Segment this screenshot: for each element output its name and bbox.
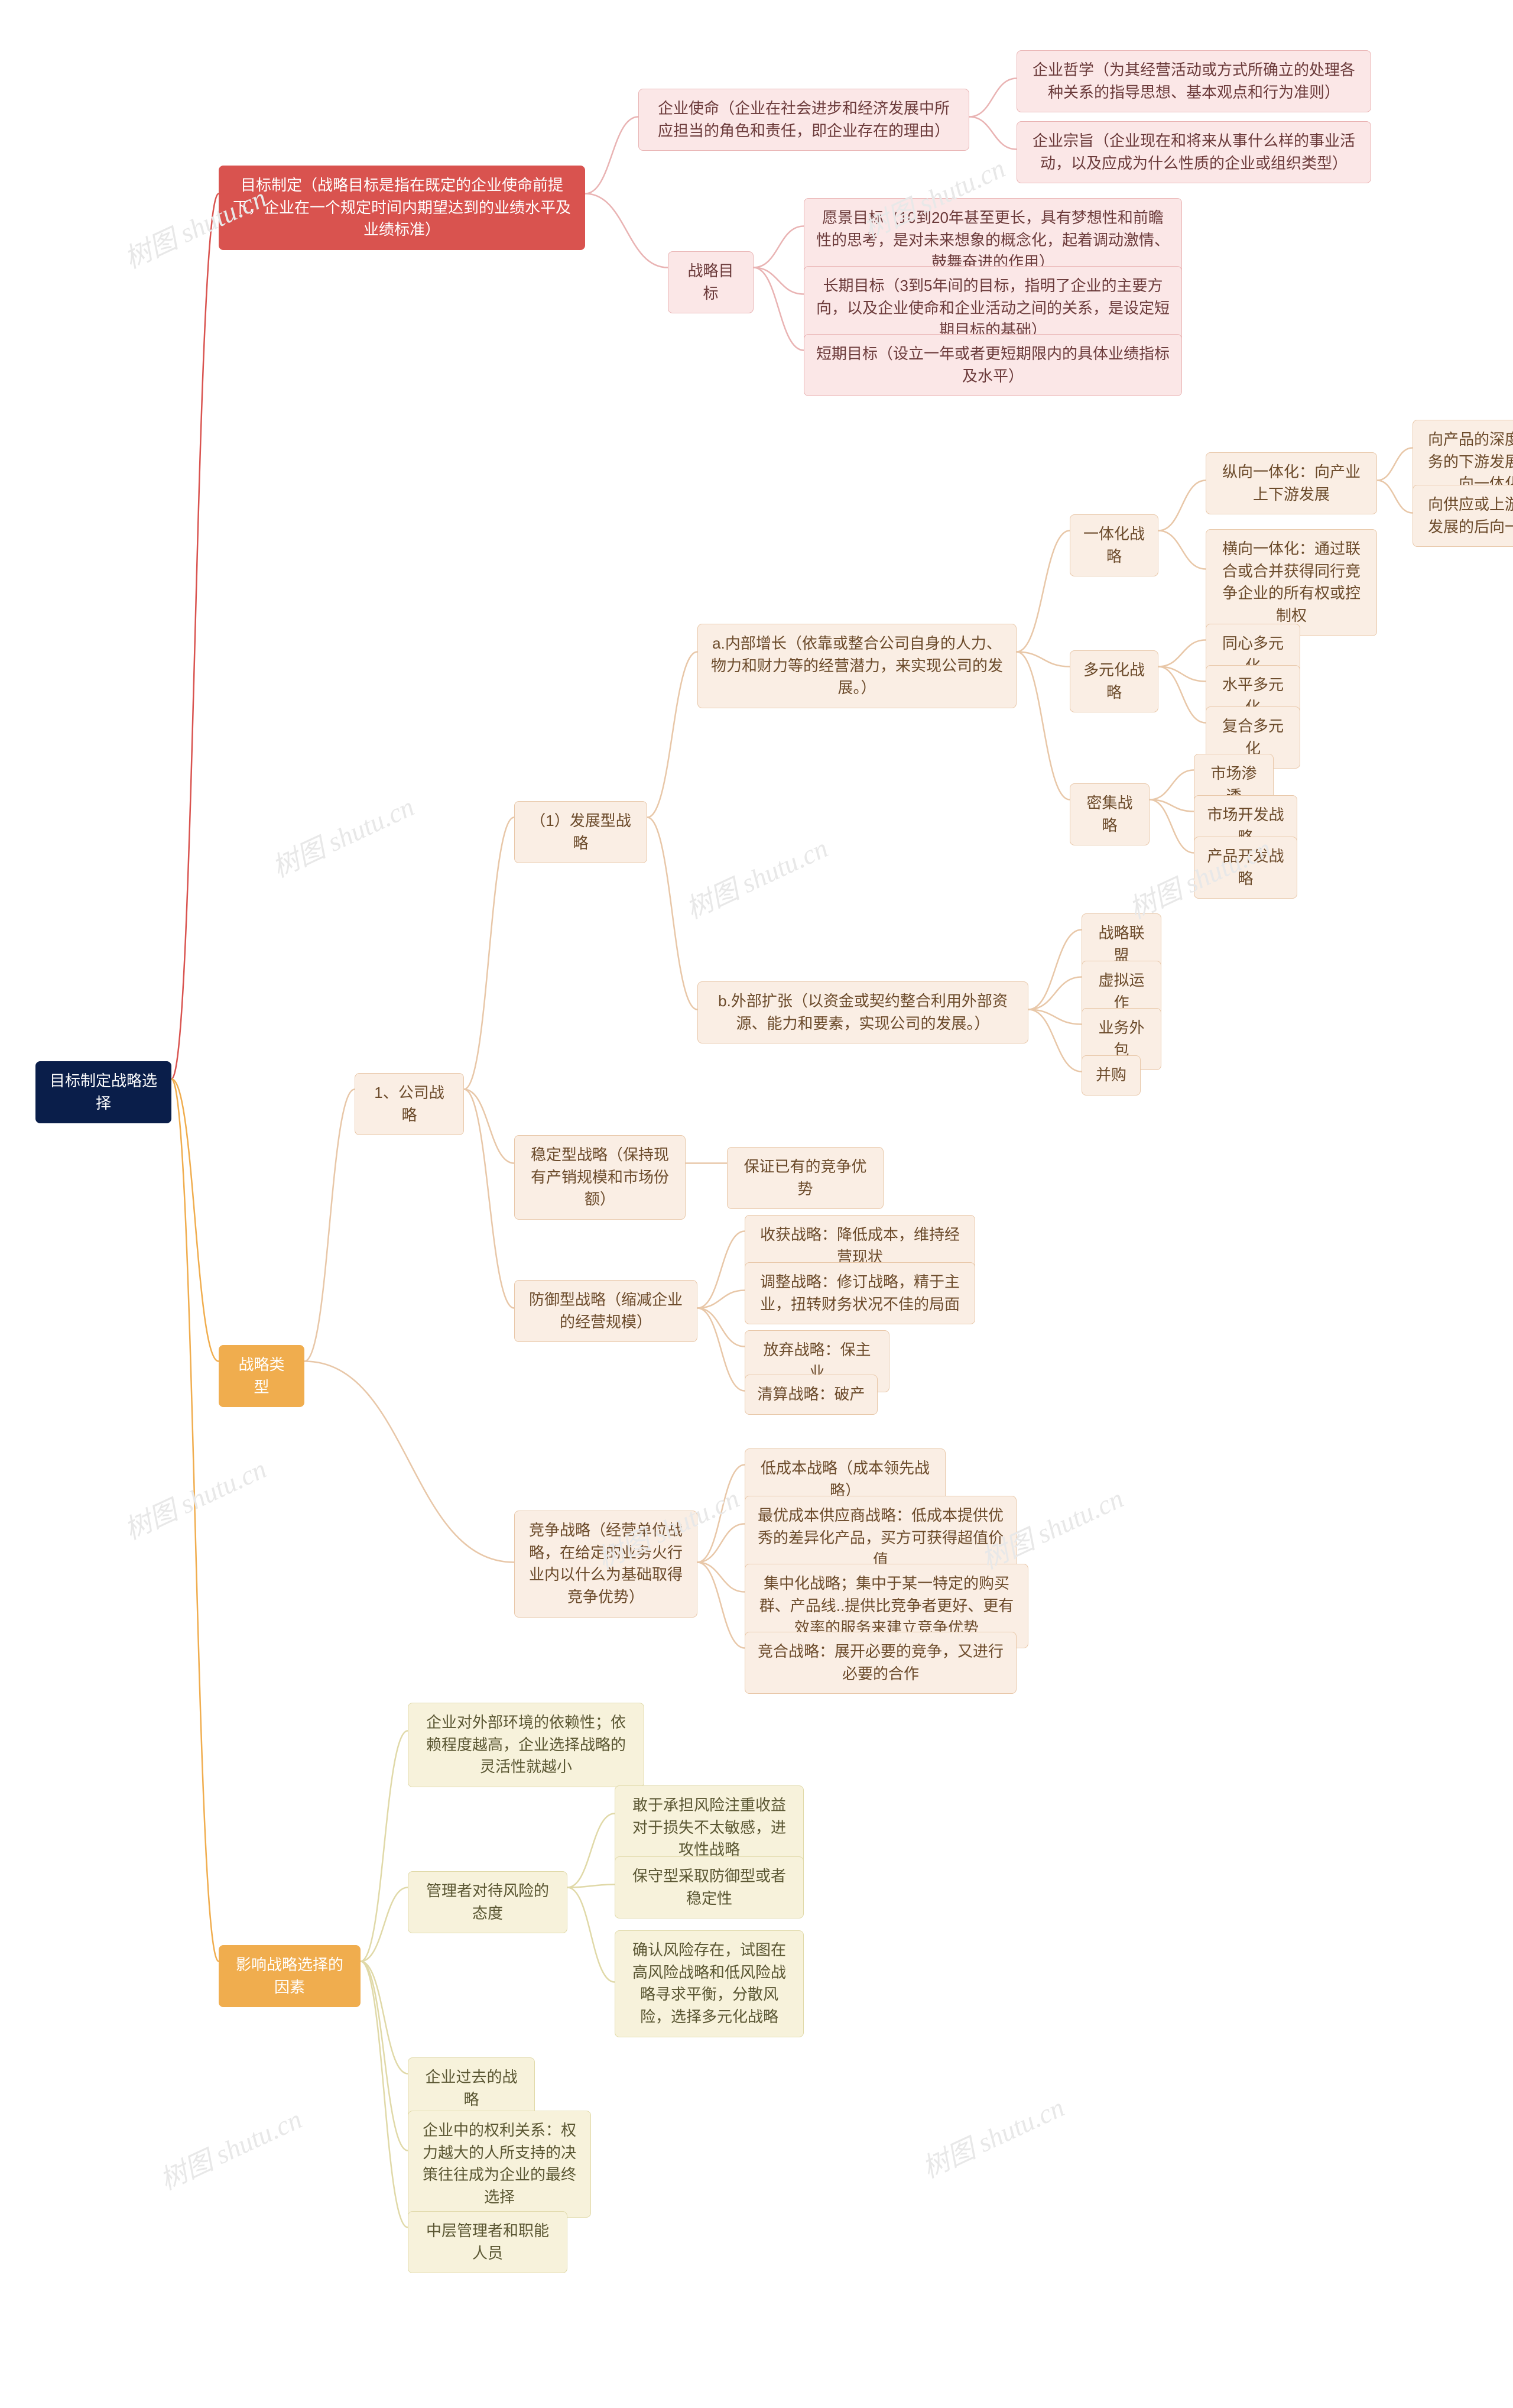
edge-n2a3-def4 <box>697 1308 745 1391</box>
edge-den-den3 <box>1150 800 1194 853</box>
edge-n2b-cmp1 <box>697 1465 745 1563</box>
node-n1a2: 企业宗旨（企业现在和将来从事什么样的事业活动，以及应成为什么性质的企业或组织类型… <box>1017 121 1371 183</box>
node-n1: 目标制定（战略目标是指在既定的企业使命前提下，企业在一个规定时间内期望达到的业绩… <box>219 166 585 250</box>
node-n2b: 竞争战略（经营单位战略，在给定的业务火行业内以什么为基础取得竞争优势） <box>514 1511 697 1618</box>
node-div: 多元化战略 <box>1070 650 1158 712</box>
edge-int1-int1a <box>1377 448 1413 481</box>
edge-n0-n1 <box>171 194 219 1080</box>
edge-n2a1a-int <box>1017 531 1070 652</box>
node-n2: 战略类型 <box>219 1345 304 1407</box>
edge-n0-n2 <box>171 1079 219 1362</box>
edge-n3-f1 <box>361 1731 408 1962</box>
node-n1a1: 企业哲学（为其经营活动或方式所确立的处理各种关系的指导思想、基本观点和行为准则） <box>1017 50 1371 112</box>
edge-n2b-cmp2 <box>697 1524 745 1563</box>
node-n2a3: 防御型战略（缩减企业的经营规模） <box>514 1280 697 1342</box>
node-int2: 横向一体化：通过联合或合并获得同行竞争企业的所有权或控制权 <box>1206 529 1377 636</box>
node-f2: 管理者对待风险的态度 <box>408 1871 567 1933</box>
edge-div-div1 <box>1158 640 1206 667</box>
edge-n2a1b-ext3 <box>1028 1010 1082 1025</box>
edge-n1a-n1a2 <box>969 117 1017 150</box>
edge-n2-n2b <box>304 1362 514 1563</box>
edge-den-den1 <box>1150 770 1194 800</box>
edge-n1-n1a <box>585 117 638 194</box>
node-int1: 纵向一体化：向产业上下游发展 <box>1206 452 1377 514</box>
edge-n2a-n2a3 <box>464 1090 514 1308</box>
edge-n1-n1b <box>585 194 668 268</box>
edge-int1-int1b <box>1377 481 1413 513</box>
edge-n3-f5 <box>361 1962 408 2228</box>
node-def2: 调整战略：修订战略，精于主业，扭转财务状况不佳的局面 <box>745 1262 975 1324</box>
node-n2a2a: 保证已有的竞争优势 <box>727 1147 884 1209</box>
edge-n1b-n1b1 <box>754 226 804 268</box>
edge-n0-n3 <box>171 1079 219 1962</box>
watermark: 树图 shutu.cn <box>152 2098 307 2198</box>
node-den: 密集战略 <box>1070 783 1150 845</box>
edge-n1b-n1b3 <box>754 268 804 351</box>
node-int1b: 向供应或上游方向发展的后向一体化 <box>1413 485 1513 547</box>
edge-f2-f2c <box>567 1888 615 1982</box>
mindmap-canvas: 目标制定战略选择 目标制定（战略目标是指在既定的企业使命前提下，企业在一个规定时间… <box>0 0 1513 2408</box>
edge-n2b-cmp4 <box>697 1563 745 1648</box>
edge-n2a1b-ext1 <box>1028 930 1082 1010</box>
edge-n2-n2a <box>304 1090 355 1362</box>
watermark: 树图 shutu.cn <box>117 1448 272 1548</box>
edge-n3-f3 <box>361 1962 408 2074</box>
node-ext4: 并购 <box>1082 1055 1141 1096</box>
edge-n2a3-def2 <box>697 1291 745 1308</box>
node-n1b: 战略目标 <box>668 251 754 313</box>
node-f1: 企业对外部环境的依赖性；依赖程度越高，企业选择战略的灵活性就越小 <box>408 1703 644 1787</box>
edge-n2a1-n2a1a <box>647 652 697 818</box>
edge-f2-f2b <box>567 1885 615 1888</box>
watermark: 树图 shutu.cn <box>678 827 833 927</box>
node-f2b: 保守型采取防御型或者稳定性 <box>615 1856 804 1918</box>
edge-n2a1a-div <box>1017 652 1070 667</box>
node-int: 一体化战略 <box>1070 514 1158 576</box>
edge-den-den2 <box>1150 800 1194 812</box>
node-f2c: 确认风险存在，试图在高风险战略和低风险战略寻求平衡，分散风险，选择多元化战略 <box>615 1930 804 2037</box>
edge-n2a1b-ext4 <box>1028 1010 1082 1072</box>
node-n3: 影响战略选择的因素 <box>219 1945 361 2007</box>
edge-int-int2 <box>1158 531 1206 569</box>
node-def4: 清算战略：破产 <box>745 1375 878 1415</box>
node-f4: 企业中的权利关系：权力越大的人所支持的决策往往成为企业的最终选择 <box>408 2111 591 2218</box>
node-den3: 产品开发战略 <box>1194 837 1297 899</box>
node-n2a1a: a.内部增长（依靠或整合公司自身的人力、物力和财力等的经营潜力，来实现公司的发展… <box>697 624 1017 708</box>
node-n2a1b: b.外部扩张（以资金或契约整合利用外部资源、能力和要素，实现公司的发展。） <box>697 981 1028 1043</box>
node-n0: 目标制定战略选择 <box>35 1061 171 1123</box>
edge-n1b-n1b2 <box>754 268 804 294</box>
edge-n2a-n2a1 <box>464 818 514 1090</box>
watermark: 树图 shutu.cn <box>915 2086 1070 2186</box>
watermark: 树图 shutu.cn <box>265 786 420 886</box>
edge-n3-f2 <box>361 1888 408 1962</box>
node-n2a: 1、公司战略 <box>355 1073 464 1135</box>
edge-n2b-cmp3 <box>697 1563 745 1592</box>
node-n2a1: （1）发展型战略 <box>514 801 647 863</box>
node-n1a: 企业使命（企业在社会进步和经济发展中所应担当的角色和责任，即企业存在的理由） <box>638 89 969 151</box>
edge-int-int1 <box>1158 481 1206 531</box>
node-n2a2: 稳定型战略（保持现有产销规模和市场份额） <box>514 1135 686 1220</box>
edge-n2a3-def3 <box>697 1308 745 1347</box>
edge-n2a-n2a2 <box>464 1090 514 1164</box>
edge-div-div3 <box>1158 667 1206 723</box>
edge-n2a3-def1 <box>697 1231 745 1308</box>
node-cmp4: 竞合战略：展开必要的竞争，又进行必要的合作 <box>745 1632 1017 1694</box>
node-n1b3: 短期目标（设立一年或者更短期限内的具体业绩指标及水平） <box>804 334 1182 396</box>
edge-n3-f4 <box>361 1962 408 2151</box>
edge-n2a1a-den <box>1017 652 1070 800</box>
edge-n2a1b-ext2 <box>1028 977 1082 1010</box>
edge-n1a-n1a1 <box>969 79 1017 117</box>
node-f5: 中层管理者和职能人员 <box>408 2211 567 2273</box>
edge-f2-f2a <box>567 1814 615 1888</box>
edge-div-div2 <box>1158 667 1206 682</box>
edge-n2a1-n2a1b <box>647 818 697 1010</box>
